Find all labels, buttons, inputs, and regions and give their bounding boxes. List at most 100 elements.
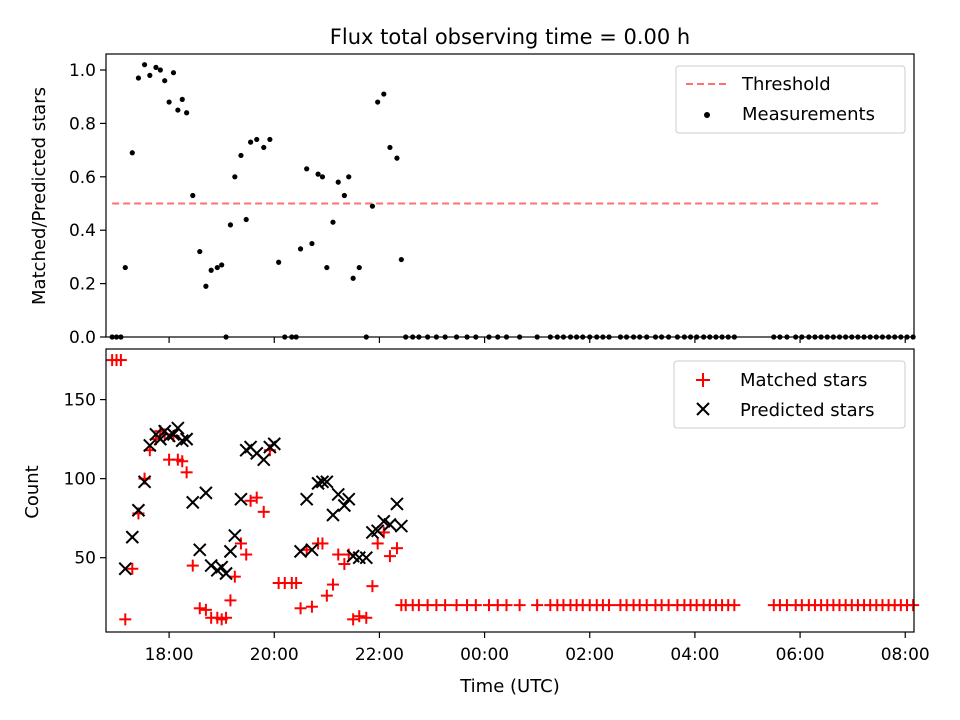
matched-star-point xyxy=(390,542,403,555)
measurement-point xyxy=(315,171,321,177)
measurement-point xyxy=(238,152,244,159)
matched-star-point xyxy=(240,548,253,561)
measurement-point xyxy=(184,110,190,116)
measurement-point xyxy=(129,150,135,156)
count-xtick-label: 02:00 xyxy=(565,645,614,665)
predicted-star-point xyxy=(175,433,189,448)
matched-star-point xyxy=(193,602,206,615)
ratio-legend: Threshold Measurements xyxy=(675,65,906,134)
matched-star-point xyxy=(250,491,263,504)
ratio-ytick-label: 0.4 xyxy=(69,221,96,241)
predicted-star-point xyxy=(166,427,181,442)
matched-star-point xyxy=(294,602,307,615)
matched-star-point xyxy=(450,599,463,612)
matched-star-point xyxy=(383,550,396,563)
measurement-point xyxy=(375,99,381,105)
predicted-star-point xyxy=(390,497,404,511)
measurement-point xyxy=(369,203,376,209)
count-xtick-label: 22:00 xyxy=(355,645,404,665)
ratio-plot-frame xyxy=(105,53,915,338)
count-ylabel: Count xyxy=(22,465,43,518)
measurement-point xyxy=(335,179,341,185)
measurement-point xyxy=(254,136,260,143)
legend-measurements-label: Measurements xyxy=(742,104,875,125)
count-xtick-label: 20:00 xyxy=(250,645,299,665)
measurement-point xyxy=(381,91,387,97)
measurement-point xyxy=(141,62,148,68)
predicted-star-point xyxy=(257,452,271,467)
matched-star-point xyxy=(371,537,384,550)
measurement-point xyxy=(356,264,362,271)
predicted-star-point xyxy=(193,543,207,557)
predicted-star-point xyxy=(305,543,319,557)
measurement-point xyxy=(203,283,209,289)
matched-star-point xyxy=(347,613,360,626)
matched-star-point xyxy=(332,548,345,561)
predicted-star-point xyxy=(186,495,200,510)
count-ytick-label: 50 xyxy=(74,549,96,569)
measurement-point xyxy=(153,64,159,70)
predicted-star-point xyxy=(320,475,334,489)
predicted-star-point xyxy=(199,486,213,500)
measurement-point xyxy=(309,240,315,247)
measurement-point xyxy=(394,155,400,161)
matched-star-point xyxy=(439,599,452,612)
count-xtick-label: 18:00 xyxy=(145,645,194,665)
matched-star-point xyxy=(907,599,920,612)
predicted-star-point xyxy=(359,550,373,565)
predicted-star-point xyxy=(315,475,330,489)
matched-star-point xyxy=(316,537,329,550)
measurement-point xyxy=(276,259,282,265)
predicted-star-point xyxy=(131,503,146,517)
predicted-star-point xyxy=(137,475,152,489)
matched-star-point xyxy=(366,580,379,593)
measurement-point xyxy=(157,67,163,73)
ratio-ylabel: Matched/Predicted stars xyxy=(29,87,50,305)
matched-star-point xyxy=(234,537,247,550)
ratio-ytick-label: 1.0 xyxy=(69,61,96,81)
count-panel: 50 100 150 18:00 20:00 22:00 00:00 02:00 04:00 06… xyxy=(22,348,930,697)
measurement-point xyxy=(261,144,267,151)
measurement-point xyxy=(219,262,225,268)
predicted-star-point xyxy=(234,492,248,506)
count-xtick-label: 08:00 xyxy=(881,645,930,665)
measurement-point xyxy=(122,264,128,271)
matched-star-point xyxy=(326,578,339,591)
measurement-point xyxy=(387,144,393,151)
matched-star-point xyxy=(728,599,741,612)
legend-predicted-swatch xyxy=(696,402,710,416)
matched-star-point xyxy=(228,570,241,583)
matched-star-point xyxy=(353,610,366,623)
ratio-ytick-label: 0.2 xyxy=(69,275,96,295)
predicted-star-point xyxy=(219,566,233,581)
count-legend: Matched stars Predicted stars xyxy=(673,360,906,429)
matched-star-point xyxy=(513,599,526,612)
matched-star-point xyxy=(603,599,616,612)
count-ytick-label: 150 xyxy=(64,391,96,411)
matched-star-point xyxy=(126,562,139,575)
predicted-star-point xyxy=(228,528,242,543)
legend-threshold-label: Threshold xyxy=(741,74,831,95)
count-plot-frame xyxy=(105,348,915,633)
matched-star-point xyxy=(320,589,333,602)
predicted-star-point xyxy=(342,492,356,506)
legend-predicted-label: Predicted stars xyxy=(740,400,874,421)
measurement-point xyxy=(166,99,172,105)
legend-matched-label: Matched stars xyxy=(740,370,867,391)
measurement-point xyxy=(247,139,254,145)
measurement-point xyxy=(297,246,304,252)
predicted-star-point xyxy=(125,530,139,544)
measurement-point xyxy=(190,192,196,199)
chart-title: Flux total observing time = 0.00 h xyxy=(330,25,690,49)
predicted-star-point xyxy=(267,437,281,451)
matched-star-point xyxy=(257,505,270,518)
matched-star-point xyxy=(114,354,127,367)
legend-measurements-swatch xyxy=(704,112,710,118)
legend-matched-swatch xyxy=(696,373,710,387)
predicted-star-point xyxy=(179,432,194,446)
count-xtick-label: 00:00 xyxy=(460,645,509,665)
measurement-point xyxy=(398,256,404,263)
matched-star-point xyxy=(531,599,544,612)
measurement-point xyxy=(324,264,330,271)
ratio-legend-box xyxy=(675,65,906,134)
